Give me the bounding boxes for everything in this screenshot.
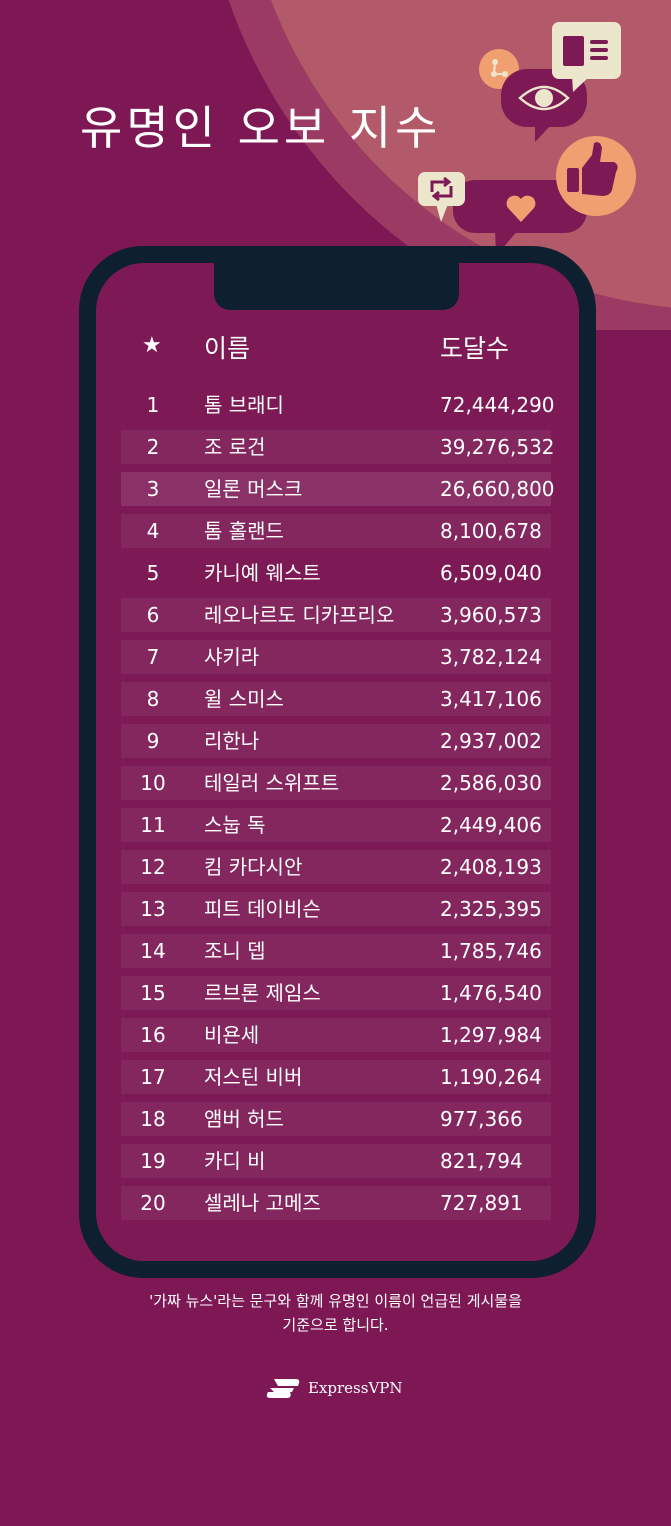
phone-screen: ★ 이름 도달수 1 톰 브래디 72,444,290 2 조 로건 39,276,532…	[96, 263, 579, 1261]
reach-cell: 3,960,573	[440, 603, 542, 627]
rank-cell: 17	[140, 1065, 166, 1089]
rank-cell: 6	[146, 603, 160, 627]
name-cell: 윌 스미스	[204, 687, 284, 711]
table-row: 1 톰 브래디 72,444,290	[121, 388, 555, 422]
rank-cell: 18	[140, 1107, 166, 1131]
reach-cell: 1,785,746	[440, 939, 542, 963]
rank-cell: 3	[146, 477, 160, 501]
table-row: 10 테일러 스위프트 2,586,030	[121, 766, 551, 800]
header-name: 이름	[204, 334, 251, 363]
eye-icon	[501, 69, 587, 142]
expressvpn-logo-icon	[266, 1379, 300, 1398]
table-row: 7 샤키라 3,782,124	[121, 640, 551, 674]
table-row: 15 르브론 제임스 1,476,540	[121, 976, 551, 1010]
rank-cell: 5	[146, 561, 160, 585]
name-cell: 톰 홀랜드	[204, 519, 284, 543]
table-row: 5 카니예 웨스트 6,509,040	[121, 556, 551, 590]
rank-cell: 13	[140, 897, 166, 921]
page-title: 유명인 오보 지수	[80, 101, 442, 155]
table-row: 11 스눕 독 2,449,406	[121, 808, 551, 842]
reach-cell: 2,937,002	[440, 729, 542, 753]
repost-icon	[418, 172, 465, 222]
reach-cell: 3,782,124	[440, 645, 542, 669]
name-cell: 카니예 웨스트	[204, 561, 321, 585]
reach-cell: 2,586,030	[440, 771, 542, 795]
table-row: 13 피트 데이비슨 2,325,395	[121, 892, 551, 926]
table-row: 19 카디 비 821,794	[121, 1144, 551, 1178]
brand-name: ExpressVPN	[308, 1379, 403, 1397]
rank-cell: 11	[140, 813, 166, 837]
name-cell: 일론 머스크	[204, 477, 303, 501]
star-icon: ★	[142, 333, 162, 358]
rank-cell: 9	[146, 729, 160, 753]
header-reach: 도달수	[440, 334, 510, 363]
name-cell: 르브론 제임스	[204, 981, 321, 1005]
name-cell: 조니 뎁	[204, 939, 266, 963]
table-row: 8 윌 스미스 3,417,106	[121, 682, 551, 716]
rank-cell: 8	[146, 687, 160, 711]
reach-cell: 39,276,532	[440, 435, 555, 459]
name-cell: 저스틴 비버	[204, 1065, 303, 1089]
rank-cell: 2	[146, 435, 160, 459]
table-row: 16 비욘세 1,297,984	[121, 1018, 551, 1052]
article-icon	[552, 22, 621, 92]
reach-cell: 3,417,106	[440, 687, 542, 711]
reach-cell: 1,297,984	[440, 1023, 542, 1047]
phone-frame: ★ 이름 도달수 1 톰 브래디 72,444,290 2 조 로건 39,276,532…	[79, 246, 596, 1278]
name-cell: 테일러 스위프트	[204, 771, 340, 795]
table-row: 14 조니 뎁 1,785,746	[121, 934, 551, 968]
footnote-line-2: 기준으로 합니다.	[282, 1316, 389, 1334]
reach-cell: 1,190,264	[440, 1065, 542, 1089]
table-row: 9 리한나 2,937,002	[121, 724, 551, 758]
phone-notch	[214, 263, 459, 310]
name-cell: 앰버 허드	[204, 1107, 284, 1131]
rank-cell: 12	[140, 855, 166, 879]
thumbs-up-icon	[556, 136, 636, 216]
reach-cell: 977,366	[440, 1107, 523, 1131]
name-cell: 샤키라	[204, 645, 260, 669]
name-cell: 비욘세	[204, 1023, 260, 1047]
name-cell: 레오나르도 디카프리오	[204, 603, 395, 627]
table-row: 6 레오나르도 디카프리오 3,960,573	[121, 598, 551, 632]
table-row: 20 셀레나 고메즈 727,891	[121, 1186, 551, 1220]
table-header: ★ 이름 도달수	[96, 329, 579, 369]
table-row: 4 톰 홀랜드 8,100,678	[121, 514, 551, 548]
rank-cell: 16	[140, 1023, 166, 1047]
name-cell: 킴 카다시안	[204, 855, 303, 879]
footnote-line-1: '가짜 뉴스'라는 문구와 함께 유명인 이름이 언급된 게시물을	[149, 1292, 522, 1310]
reach-cell: 26,660,800	[440, 477, 555, 501]
rank-cell: 14	[140, 939, 166, 963]
table-row: 2 조 로건 39,276,532	[121, 430, 555, 464]
rank-cell: 7	[146, 645, 160, 669]
name-cell: 카디 비	[204, 1149, 266, 1173]
rank-cell: 4	[146, 519, 160, 543]
rank-cell: 1	[146, 393, 160, 417]
table-row: 17 저스틴 비버 1,190,264	[121, 1060, 551, 1094]
reach-cell: 6,509,040	[440, 561, 542, 585]
name-cell: 셀레나 고메즈	[204, 1191, 321, 1215]
decoration-illustration	[228, 0, 671, 330]
rank-cell: 19	[140, 1149, 166, 1173]
table-row: 18 앰버 허드 977,366	[121, 1102, 551, 1136]
rank-cell: 20	[140, 1191, 166, 1215]
name-cell: 조 로건	[204, 435, 266, 459]
reach-cell: 72,444,290	[440, 393, 555, 417]
reach-cell: 8,100,678	[440, 519, 542, 543]
name-cell: 리한나	[204, 729, 260, 753]
reach-cell: 821,794	[440, 1149, 523, 1173]
reach-cell: 2,325,395	[440, 897, 542, 921]
table-row: 3 일론 머스크 26,660,800	[121, 472, 555, 506]
footnote: '가짜 뉴스'라는 문구와 함께 유명인 이름이 언급된 게시물을 기준으로 합…	[0, 1289, 671, 1337]
reach-cell: 727,891	[440, 1191, 523, 1215]
reach-cell: 2,408,193	[440, 855, 542, 879]
table-row: 12 킴 카다시안 2,408,193	[121, 850, 551, 884]
rank-cell: 10	[140, 771, 166, 795]
name-cell: 톰 브래디	[204, 393, 284, 417]
name-cell: 피트 데이비슨	[204, 897, 321, 921]
reach-cell: 1,476,540	[440, 981, 542, 1005]
rank-cell: 15	[140, 981, 166, 1005]
expressvpn-logo: ExpressVPN	[266, 1377, 403, 1399]
name-cell: 스눕 독	[204, 813, 266, 837]
reach-cell: 2,449,406	[440, 813, 542, 837]
